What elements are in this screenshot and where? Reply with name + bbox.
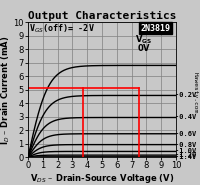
Text: V$_{GS}$(off)= -2V: V$_{GS}$(off)= -2V — [29, 23, 95, 35]
X-axis label: V$_{DS}$ – Drain-Source Voltage (V): V$_{DS}$ – Drain-Source Voltage (V) — [30, 172, 174, 185]
Text: -0.2V: -0.2V — [175, 92, 196, 98]
Text: -0.6V: -0.6V — [175, 131, 196, 137]
Text: 2N3819: 2N3819 — [140, 24, 170, 33]
Y-axis label: I$_D$ – Drain Current (mA): I$_D$ – Drain Current (mA) — [0, 35, 12, 144]
Title: Output Characteristics: Output Characteristics — [28, 11, 176, 21]
Text: -1.4V: -1.4V — [175, 154, 196, 160]
Text: $\mathbf{0V}$: $\mathbf{0V}$ — [137, 42, 151, 53]
Text: -1.2V: -1.2V — [175, 152, 196, 158]
Text: -0.8V: -0.8V — [175, 142, 196, 148]
Text: -0.4V: -0.4V — [175, 115, 196, 120]
Text: -1.0V: -1.0V — [175, 148, 196, 154]
Text: Hawestv.com: Hawestv.com — [193, 72, 198, 113]
Text: $\mathbf{V_{GS}}$: $\mathbf{V_{GS}}$ — [135, 33, 152, 46]
